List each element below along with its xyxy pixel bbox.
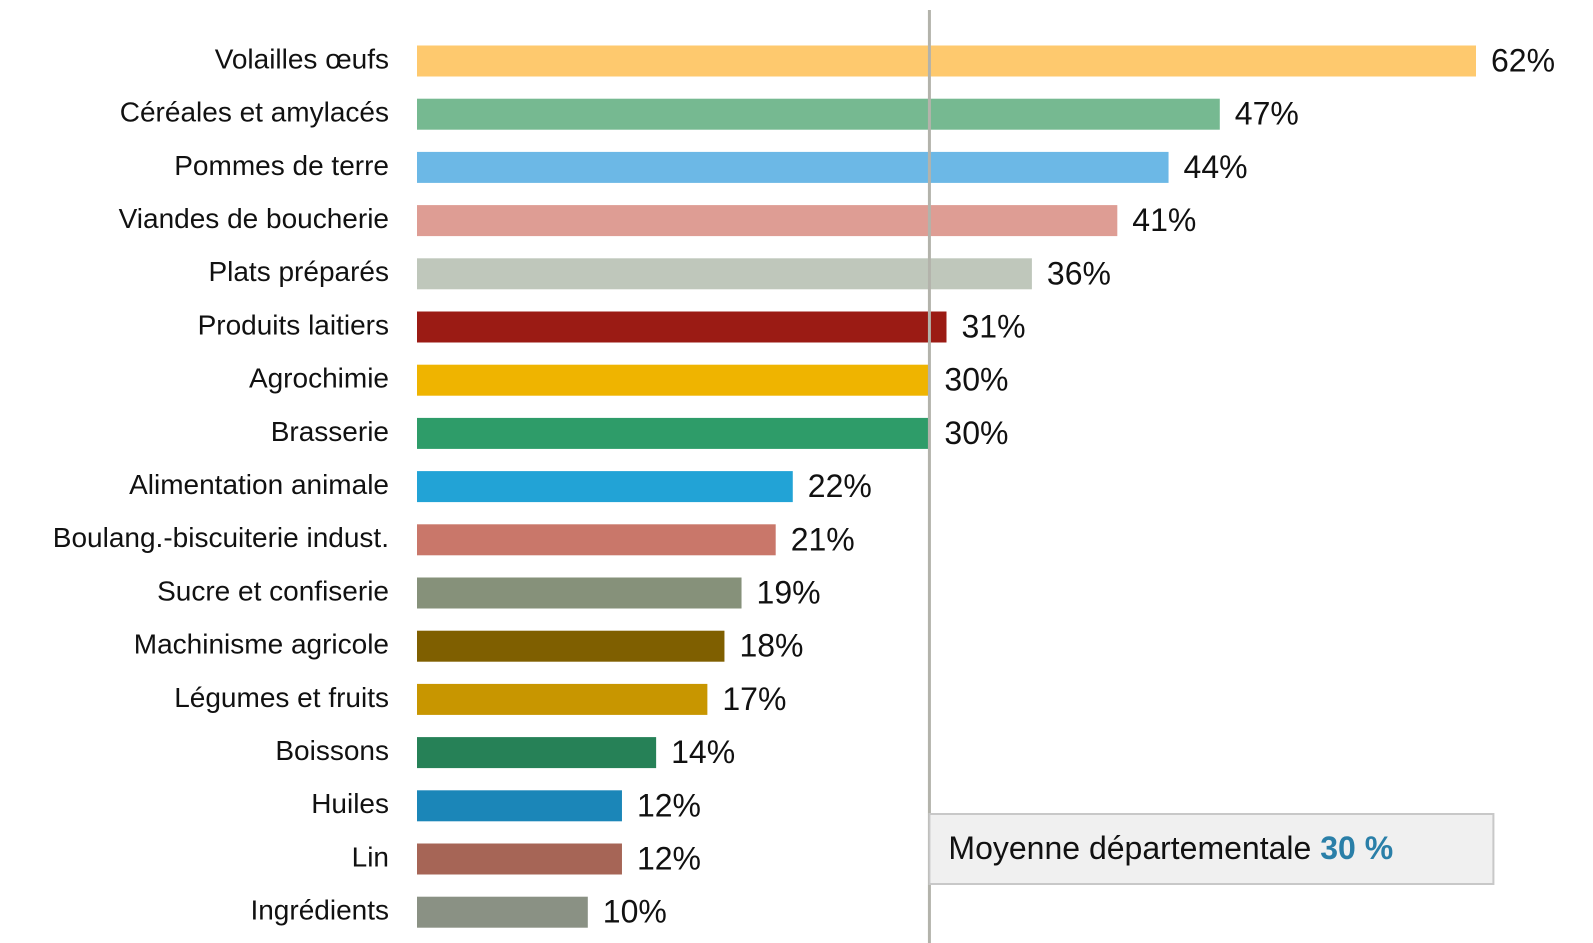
bar	[417, 45, 1476, 77]
annotation: Moyenne départementale 30 %	[948, 830, 1393, 866]
category-label: Agrochimie	[249, 363, 389, 394]
bar	[417, 683, 708, 715]
category-label: Brasserie	[271, 416, 389, 447]
bar	[417, 790, 622, 822]
category-label: Pommes de terre	[174, 150, 389, 181]
value-label: 10%	[603, 894, 667, 930]
value-label: 19%	[757, 574, 821, 610]
bar	[417, 896, 588, 928]
bar	[417, 98, 1220, 130]
bar	[417, 577, 742, 609]
category-label: Légumes et fruits	[174, 682, 389, 713]
value-label: 14%	[671, 734, 735, 770]
value-label: 17%	[722, 681, 786, 717]
value-label: 12%	[637, 840, 701, 876]
value-label: 21%	[791, 521, 855, 557]
value-label: 18%	[739, 628, 803, 664]
bar	[417, 151, 1169, 183]
annotation-text: Moyenne départementale	[948, 830, 1311, 866]
category-label: Ingrédients	[250, 895, 389, 926]
category-label: Lin	[352, 841, 389, 872]
category-label: Alimentation animale	[129, 469, 389, 500]
bar	[417, 630, 725, 662]
value-label: 30%	[944, 415, 1008, 451]
category-label: Boissons	[275, 735, 389, 766]
bar	[417, 843, 622, 875]
value-label: 62%	[1491, 42, 1555, 78]
category-label: Huiles	[311, 788, 389, 819]
category-label: Sucre et confiserie	[157, 575, 389, 606]
value-label: 30%	[944, 362, 1008, 398]
bar	[417, 737, 657, 769]
annotation-value: 30 %	[1320, 830, 1393, 866]
category-label: Plats préparés	[208, 256, 389, 287]
value-label: 44%	[1184, 149, 1248, 185]
value-label: 47%	[1235, 96, 1299, 132]
category-label: Céréales et amylacés	[120, 97, 389, 128]
bar	[417, 311, 947, 343]
bar	[417, 524, 776, 556]
bar	[417, 205, 1118, 237]
value-label: 31%	[962, 308, 1026, 344]
category-label: Boulang.-biscuiterie indust.	[53, 522, 389, 553]
value-label: 36%	[1047, 255, 1111, 291]
category-label: Produits laitiers	[198, 309, 389, 340]
category-label: Viandes de boucherie	[119, 203, 389, 234]
annotation-box	[928, 813, 1495, 885]
category-label: Machinisme agricole	[134, 629, 389, 660]
category-label: Volailles œufs	[215, 43, 389, 74]
value-label: 22%	[808, 468, 872, 504]
bar	[417, 364, 930, 396]
bar	[417, 258, 1032, 290]
bar	[417, 471, 793, 503]
bar	[417, 417, 930, 449]
value-label: 12%	[637, 787, 701, 823]
value-label: 41%	[1132, 202, 1196, 238]
